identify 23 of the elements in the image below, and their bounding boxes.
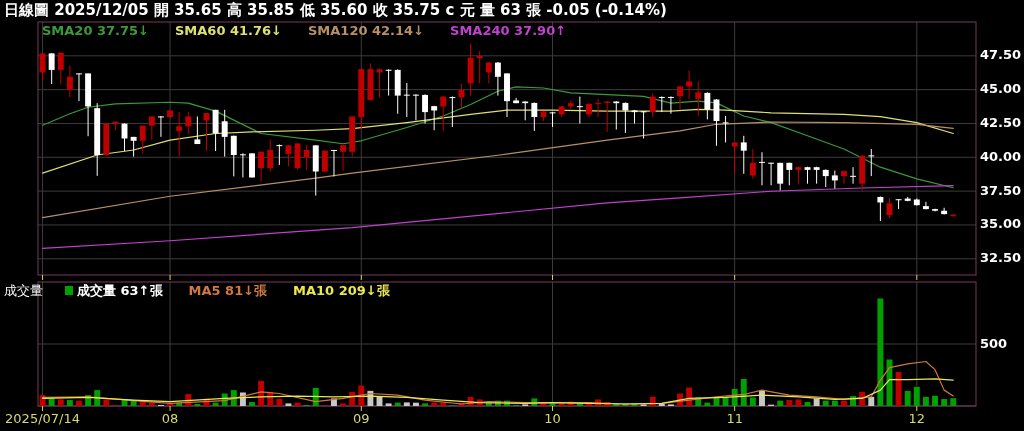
- x-tick-label: 11: [726, 411, 743, 426]
- y-tick-label: 500: [980, 335, 1008, 351]
- y-tick-label: 35.00: [980, 216, 1022, 232]
- chart-title: 日線圖 2025/12/05 開 35.65 高 35.85 低 35.60 收 35.75 c 元 量 63 張 -0.05 (-0.14%): [4, 1, 667, 19]
- text: MA5 81↓張: [188, 283, 269, 298]
- x-tick-label: 09: [353, 411, 370, 426]
- y-tick-label: 47.50: [980, 47, 1022, 63]
- x-tick-label: 12: [908, 411, 926, 426]
- legend-label: 成交量 63↑張: [76, 283, 164, 298]
- text: MA10 209↓張: [293, 283, 391, 298]
- y-tick-label: 40.00: [980, 148, 1022, 164]
- y-tick-label: 42.50: [980, 114, 1022, 130]
- x-tick-label: 10: [544, 411, 561, 426]
- text: SMA20 37.75↓: [42, 23, 149, 38]
- x-tick-label: 2025/07/14: [5, 411, 81, 426]
- y-tick-label: 32.50: [980, 250, 1022, 266]
- y-tick-label: 45.00: [980, 81, 1022, 97]
- chart-title: 成交量: [4, 283, 43, 298]
- text: SMA120 42.14↓: [308, 23, 425, 38]
- x-tick-label: 08: [161, 411, 179, 426]
- text: SMA60 41.76↓: [175, 23, 282, 38]
- text: SMA240 37.90↑: [450, 23, 567, 38]
- y-tick-label: 37.50: [980, 182, 1022, 198]
